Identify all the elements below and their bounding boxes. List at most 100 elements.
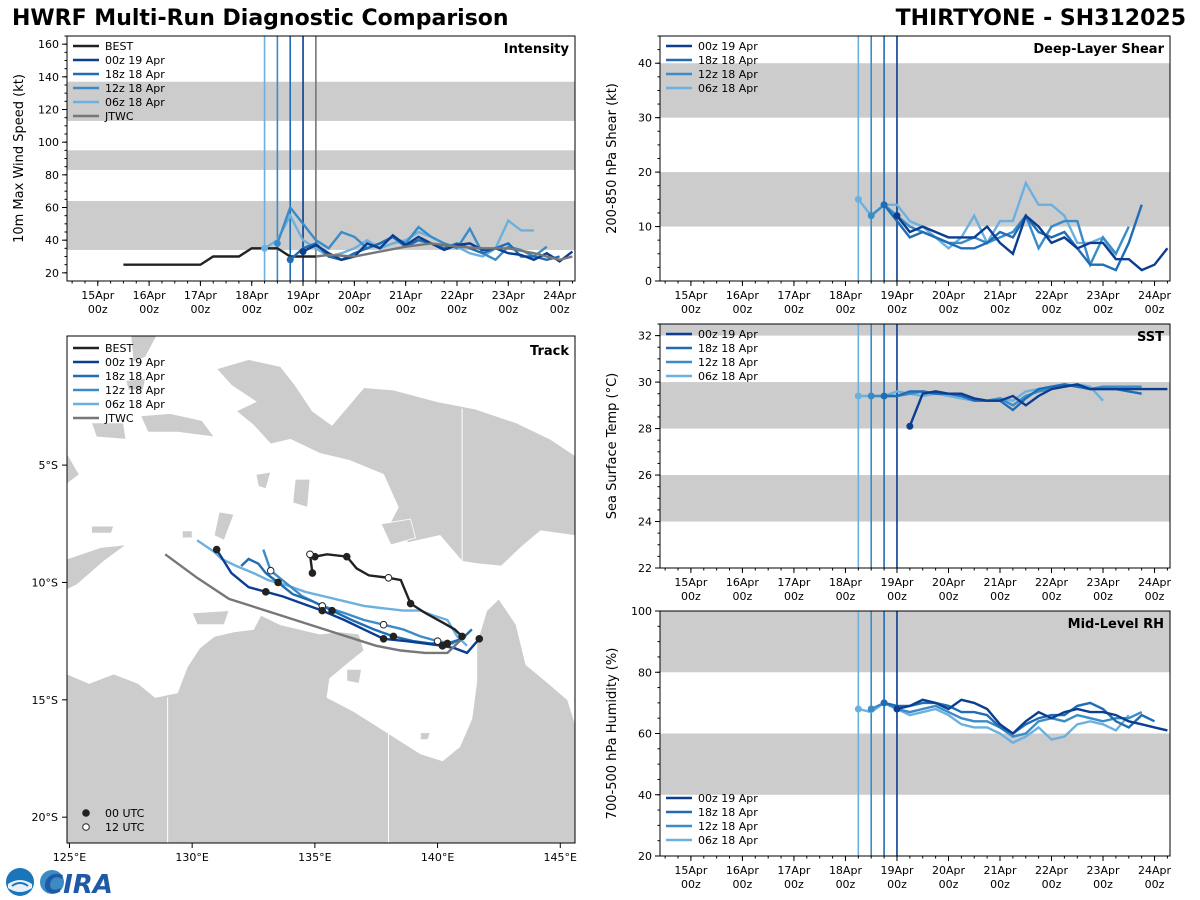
rh-x-tick-label-hour: 00z	[784, 878, 804, 891]
intensity-y-tick-label: 160	[38, 38, 59, 51]
land-mass	[67, 598, 575, 843]
shear-category-band	[660, 172, 1170, 227]
intensity-legend-label: BEST	[105, 40, 133, 53]
rh-series-06z-18-apr	[858, 701, 1130, 745]
track-marker-12utc	[266, 566, 275, 575]
sst-x-tick-label-hour: 00z	[939, 590, 959, 603]
intensity-y-tick-label: 20	[45, 267, 59, 280]
intensity-legend-label: 12z 18 Apr	[105, 82, 165, 95]
land-mass	[181, 530, 193, 539]
rh-x-tick-label-hour: 00z	[1093, 878, 1113, 891]
sst-x-tick-label-date: 21Apr	[983, 576, 1017, 589]
intensity-x-tick-label-date: 15Apr	[81, 289, 115, 302]
rh-y-tick-label: 60	[638, 728, 652, 741]
shear-init-point	[854, 195, 862, 203]
intensity-init-point	[299, 248, 307, 256]
intensity-x-tick-label-date: 23Apr	[492, 289, 526, 302]
sst-x-tick-label-date: 16Apr	[726, 576, 760, 589]
sst-y-tick-label: 30	[638, 376, 652, 389]
track-marker-00utc	[475, 634, 484, 643]
sst-x-tick-label-hour: 00z	[887, 590, 907, 603]
track-legend-label: 06z 18 Apr	[105, 398, 165, 411]
rh-x-tick-label-date: 19Apr	[880, 864, 914, 877]
cira-logo-text: CIRA	[44, 870, 113, 898]
sst-panel-title: SST	[1137, 330, 1164, 345]
shear-x-tick-label-hour: 00z	[681, 303, 701, 316]
rh-legend-label: 12z 18 Apr	[698, 820, 758, 833]
track-panel-title: Track	[530, 344, 569, 359]
sst-init-point	[880, 392, 888, 400]
track-marker-legend-label: 00 UTC	[105, 807, 145, 820]
track-legend-label: 12z 18 Apr	[105, 384, 165, 397]
track-marker-00utc	[274, 578, 282, 587]
sst-x-tick-label-hour: 00z	[733, 590, 753, 603]
rh-x-tick-label-hour: 00z	[836, 878, 856, 891]
rh-x-tick-label-date: 16Apr	[726, 864, 760, 877]
rh-x-tick-label-hour: 00z	[887, 878, 907, 891]
sst-category-band	[660, 324, 1170, 336]
shear-series-00z-19-apr	[896, 213, 1169, 272]
rh-legend-label: 00z 19 Apr	[698, 792, 758, 805]
track-frame	[66, 335, 576, 844]
shear-category-band	[660, 63, 1170, 118]
intensity-panel-title: Intensity	[504, 42, 570, 57]
intensity-category-band	[67, 150, 575, 170]
rh-x-tick-label-date: 17Apr	[777, 864, 811, 877]
rh-x-tick-label-hour: 00z	[1145, 878, 1165, 891]
intensity-x-tick-label-hour: 00z	[396, 303, 416, 316]
shear-x-tick-label-date: 24Apr	[1138, 289, 1172, 302]
intensity-init-point	[273, 239, 281, 247]
rh-y-tick-label: 20	[638, 850, 652, 863]
track-marker-legend-symbol	[82, 823, 90, 831]
shear-series-18z-18-apr	[883, 204, 1143, 272]
track-marker-legend-symbol	[82, 809, 90, 817]
track-marker-00utc	[261, 588, 270, 596]
track-marker-legend-label: 12 UTC	[105, 821, 145, 834]
rh-x-tick-label-date: 21Apr	[983, 864, 1017, 877]
chart-title-left: HWRF Multi-Run Diagnostic Comparison	[12, 6, 509, 31]
shear-y-tick-label: 20	[638, 166, 652, 179]
intensity-y-tick-label: 100	[38, 136, 59, 149]
rh-legend-label: 18z 18 Apr	[698, 806, 758, 819]
land-mass	[419, 732, 431, 741]
intensity-x-tick-label-hour: 00z	[293, 303, 313, 316]
sst-y-tick-label: 24	[638, 516, 652, 529]
intensity-y-tick-label: 140	[38, 71, 59, 84]
sst-x-tick-label-hour: 00z	[784, 590, 804, 603]
intensity-x-tick-label-date: 20Apr	[338, 289, 372, 302]
sst-init-point	[854, 392, 862, 400]
sst-category-band	[660, 475, 1170, 522]
shear-legend-label: 06z 18 Apr	[698, 82, 758, 95]
track-line-06z-18-apr	[196, 539, 468, 647]
shear-x-tick-label-date: 20Apr	[932, 289, 966, 302]
land-mass	[346, 668, 362, 684]
intensity-x-tick-label-date: 18Apr	[235, 289, 269, 302]
land-mass	[380, 518, 416, 546]
intensity-x-tick-label-hour: 00z	[139, 303, 159, 316]
shear-init-point	[880, 201, 888, 209]
rh-x-tick-label-date: 15Apr	[674, 864, 708, 877]
sst-y-tick-label: 26	[638, 469, 652, 482]
rh-x-tick-label-date: 18Apr	[829, 864, 863, 877]
sst-x-tick-label-hour: 00z	[1042, 590, 1062, 603]
sst-x-tick-label-date: 15Apr	[674, 576, 708, 589]
track-x-tick-label: 140°E	[421, 851, 454, 864]
sst-x-tick-label-date: 19Apr	[880, 576, 914, 589]
land-mass	[91, 525, 115, 534]
shear-y-tick-label: 10	[638, 221, 652, 234]
shear-x-tick-label-date: 16Apr	[726, 289, 760, 302]
track-marker-00utc	[212, 545, 221, 554]
shear-x-tick-label-hour: 00z	[1145, 303, 1165, 316]
track-marker-00utc	[406, 599, 415, 608]
storm-id-title: THIRTYONE - SH312025	[895, 6, 1186, 31]
track-legend-label: 00z 19 Apr	[105, 356, 165, 369]
land-mass	[67, 544, 128, 590]
intensity-legend-label: 00z 19 Apr	[105, 54, 165, 67]
sst-x-tick-label-hour: 00z	[836, 590, 856, 603]
sst-x-tick-label-date: 20Apr	[932, 576, 966, 589]
shear-x-tick-label-date: 15Apr	[674, 289, 708, 302]
intensity-series-12z-18-apr	[276, 205, 548, 262]
track-x-tick-label: 125°E	[53, 851, 86, 864]
sst-x-tick-label-hour: 00z	[1145, 590, 1165, 603]
track-line-jtwc	[164, 553, 463, 655]
